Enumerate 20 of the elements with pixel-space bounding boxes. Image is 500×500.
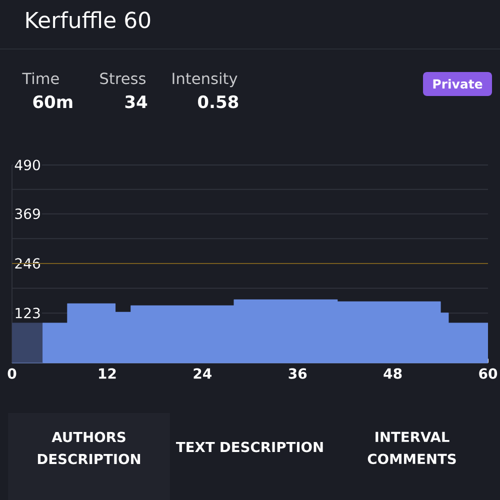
text: Intensity (172, 72, 238, 88)
text: 0.58 (198, 95, 238, 108)
y-tick-label: 369 (15, 208, 40, 220)
y-tick-label: 123 (16, 308, 40, 318)
x-tick-label: 0 (8, 368, 16, 379)
x-tick-label: 12 (99, 368, 116, 379)
x-tick-label: 36 (288, 368, 307, 379)
text: Stress (100, 72, 146, 84)
text: AUTHORS DESCRIPTION (38, 432, 140, 464)
text: TEXT DESCRIPTION (176, 442, 323, 452)
text: Time (22, 72, 59, 84)
text: 34 (125, 95, 148, 108)
text: INTERVAL COMMENTS (368, 432, 456, 464)
text: 60m (33, 95, 72, 108)
x-tick-label: 60 (479, 368, 498, 379)
y-tick-label: 490 (14, 160, 40, 170)
x-tick-label: 24 (194, 368, 212, 379)
x-tick-label: 48 (384, 368, 402, 379)
chart-title: Kerfuffle 60 (26, 11, 150, 28)
text: Private (433, 78, 482, 89)
